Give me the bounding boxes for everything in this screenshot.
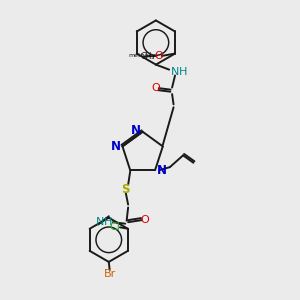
Text: Cl: Cl xyxy=(109,222,120,232)
Text: methoxy: methoxy xyxy=(129,53,156,58)
Text: S: S xyxy=(122,183,130,196)
Text: Br: Br xyxy=(103,269,116,279)
Text: N: N xyxy=(171,67,179,77)
Text: N: N xyxy=(96,217,104,227)
Text: CH₃: CH₃ xyxy=(141,52,155,61)
Text: N: N xyxy=(157,164,166,177)
Text: N: N xyxy=(111,140,121,153)
Text: O: O xyxy=(140,215,149,225)
Text: H: H xyxy=(179,67,188,77)
Text: O: O xyxy=(152,83,160,93)
Text: H: H xyxy=(104,217,112,227)
Text: O: O xyxy=(154,51,163,61)
Text: N: N xyxy=(131,124,141,137)
